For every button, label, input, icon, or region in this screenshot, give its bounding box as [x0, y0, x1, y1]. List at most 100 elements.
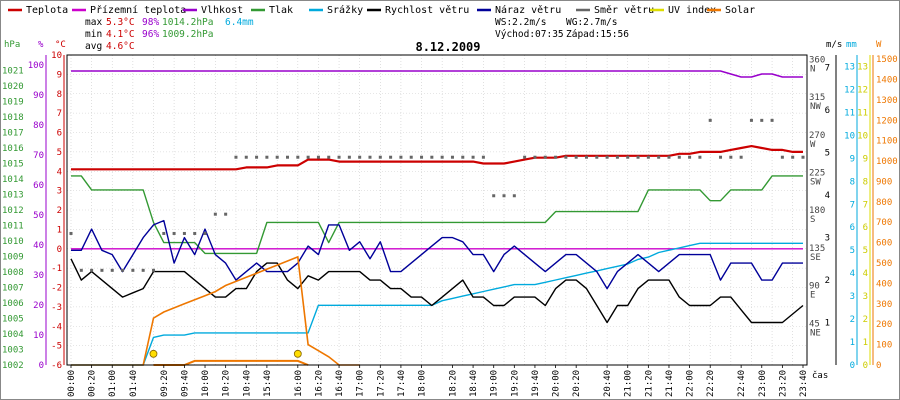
plot-frame — [66, 54, 808, 366]
legend-label: Vlhkost — [201, 5, 243, 16]
axis-pct-unit: % — [38, 40, 44, 50]
axis-w-tick: 700 — [876, 218, 892, 228]
wind-dir-dot — [554, 155, 558, 159]
axis-hpa-tick: 1020 — [2, 82, 24, 92]
wind-dir-dot — [420, 155, 424, 159]
axis-ms-tick: 1 — [825, 319, 830, 329]
axis-mm-tick: 3 — [850, 292, 855, 302]
x-tick-label: 18:00 — [418, 370, 428, 397]
axis-degc-tick: 5 — [57, 148, 62, 158]
wind-dir-dot — [698, 155, 702, 159]
wind-dir-dot — [347, 155, 351, 159]
stats-min-temp: 4.1°C — [106, 29, 135, 40]
axis-hpa-unit: hPa — [4, 40, 20, 50]
legend-label: Náraz větru — [495, 4, 561, 16]
axis-dir-name: E — [810, 291, 815, 301]
axis-mm-tick: 9 — [850, 154, 855, 164]
axis-degc-tick: -3 — [51, 303, 62, 313]
x-tick-label: 23:20 — [778, 370, 788, 397]
axis-hpa-tick: 1016 — [2, 144, 24, 154]
wind-dir-dot — [296, 155, 300, 159]
wind-dir-dot — [481, 155, 485, 159]
axis-mm-tick: 13 — [844, 62, 855, 72]
axis-w-unit: W — [876, 40, 882, 50]
stats-min-label: min — [85, 29, 102, 40]
axis-uv-tick: 12 — [857, 85, 868, 95]
wind-dir-dot — [450, 155, 454, 159]
axis-degc-tick: 9 — [57, 70, 62, 80]
axis-mm-unit: mm — [846, 40, 857, 50]
x-tick-label: 22:00 — [686, 370, 696, 397]
wind-dir-dot — [719, 155, 723, 159]
chart-title: 8.12.2009 — [415, 40, 480, 54]
axis-dir-deg: 315 — [809, 93, 825, 103]
x-tick-label: 23:40 — [799, 370, 809, 397]
stats-block: max 5.3°C 98% 1014.2hPa 6.4mm min 4.1°C … — [85, 17, 629, 52]
axis-pct-tick: 0 — [39, 361, 44, 371]
x-tick-label: 19:20 — [510, 370, 520, 397]
axis-degc-tick: 6 — [57, 129, 62, 139]
x-tick-label: 22:20 — [706, 370, 716, 397]
wind-dir-dot — [100, 268, 104, 272]
axis-w-tick: 1100 — [876, 137, 898, 147]
wind-dir-dot — [729, 155, 733, 159]
x-tick-label: 10:20 — [222, 370, 232, 397]
series-line — [71, 145, 803, 171]
axis-dir-name: SW — [810, 177, 821, 187]
wind-dir-dot — [543, 155, 547, 159]
axis-dir-deg: 360 — [809, 55, 825, 65]
axis-dir-deg: 135 — [809, 244, 825, 254]
axis-degc-tick: 4 — [57, 167, 62, 177]
axis-w-tick: 500 — [876, 259, 892, 269]
axis-pct-tick: 70 — [33, 151, 44, 161]
wind-dir-dot — [708, 118, 712, 122]
x-tick-label: 19:00 — [490, 370, 500, 397]
axis-mm-tick: 1 — [850, 338, 855, 348]
x-tick-label: 16:20 — [314, 370, 324, 397]
wind-dir-dot — [502, 194, 506, 198]
wind-dir-dot — [646, 155, 650, 159]
axis-ms-unit: m/s — [826, 40, 842, 50]
axis-uv-tick: 8 — [863, 177, 868, 187]
wind-dir-dot — [770, 118, 774, 122]
axis-hpa-tick: 1013 — [2, 191, 24, 201]
axis-hpa-tick: 1008 — [2, 268, 24, 278]
wind-dir-dot — [688, 155, 692, 159]
axis-ms-tick: 6 — [825, 106, 830, 116]
x-tick-label: 09:40 — [180, 370, 190, 397]
wind-dir-dot — [69, 231, 73, 235]
wind-dir-dot — [275, 155, 279, 159]
axis-degc-unit: °C — [55, 40, 66, 50]
wind-dir-dot — [224, 212, 228, 216]
wind-dir-dot — [430, 155, 434, 159]
axis-dir-name: N — [810, 64, 815, 74]
wind-dir-dot — [512, 194, 516, 198]
wind-dir-dot — [121, 268, 125, 272]
axis-pct-tick: 40 — [33, 241, 44, 251]
axis-dir-name: NW — [810, 102, 821, 112]
axis-uv-tick: 5 — [863, 246, 868, 256]
wind-dir-dot — [90, 268, 94, 272]
axis-hpa-tick: 1018 — [2, 113, 24, 123]
x-tick-label: 01:40 — [129, 370, 139, 397]
legend-label: UV index — [668, 5, 716, 16]
wind-dir-dot — [234, 155, 238, 159]
x-tick-label: 15:40 — [263, 370, 273, 397]
axis-degc-tick: -5 — [51, 342, 62, 352]
legend-label: Teplota — [26, 5, 68, 16]
axis-uv-tick: 0 — [863, 361, 868, 371]
axis-hpa-tick: 1006 — [2, 299, 24, 309]
legend-label: Směr větru — [594, 4, 654, 16]
series-layer — [69, 70, 805, 366]
axis-hpa-tick: 1002 — [2, 361, 24, 371]
legend: Teplota Přízemní teplota Vlhkost Tlak Srážky… — [8, 4, 755, 16]
wind-dir-dot — [141, 268, 145, 272]
series-line — [70, 258, 804, 324]
wind-dir-dot — [358, 155, 362, 159]
axis-hpa-tick: 1007 — [2, 284, 24, 294]
x-tick-label: 21:00 — [624, 370, 634, 397]
axis-pct-tick: 80 — [33, 121, 44, 131]
wind-dir-dot — [626, 155, 630, 159]
axis-w-tick: 600 — [876, 239, 892, 249]
x-tick-label: 16:40 — [335, 370, 345, 397]
